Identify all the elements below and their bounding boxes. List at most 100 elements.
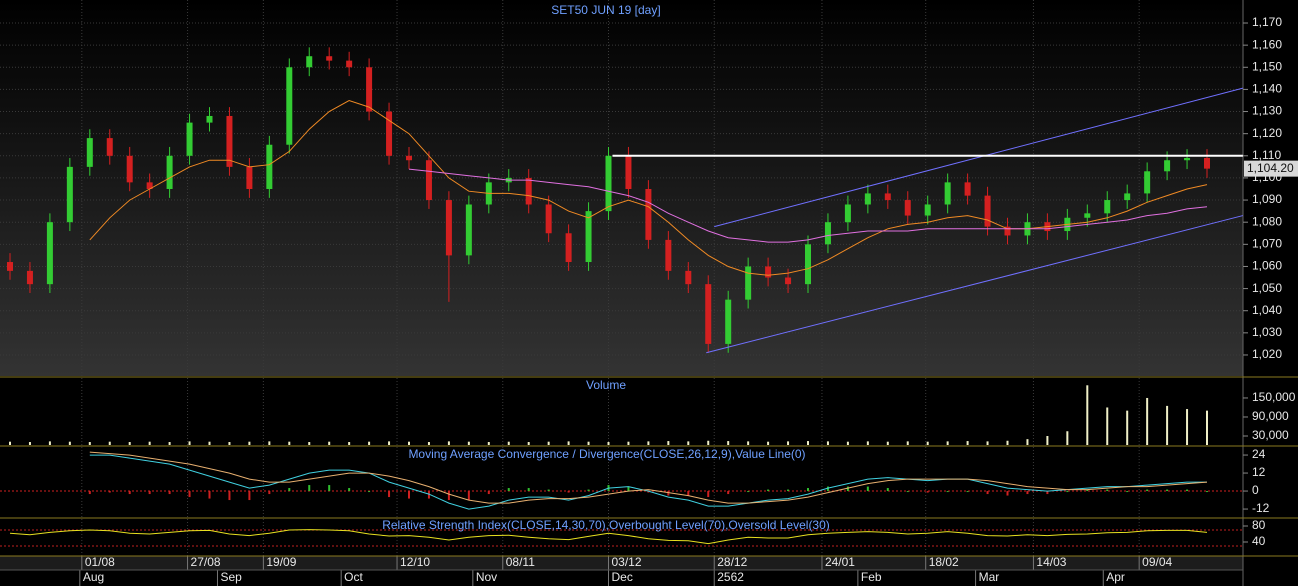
macd-histogram-bar [966, 491, 969, 493]
candle-body [406, 155, 412, 161]
macd-histogram-bar [268, 491, 271, 495]
x-month-label: Sep [220, 570, 242, 584]
x-tick-label: 19/09 [266, 555, 296, 569]
y-tick-label: 40 [1252, 534, 1266, 548]
macd-histogram-bar [1146, 489, 1149, 492]
y-tick-label: 1,170 [1252, 15, 1282, 29]
candle-body [884, 193, 891, 201]
candle-body [625, 155, 632, 189]
macd-histogram-bar [487, 491, 490, 495]
volume-bar [547, 441, 550, 445]
y-tick-label: 0 [1252, 483, 1259, 497]
volume-bar [228, 442, 231, 445]
candle-body [66, 166, 73, 223]
candle-body [465, 204, 472, 256]
macd-histogram-bar [208, 491, 211, 499]
volume-bar [48, 441, 51, 445]
candle-body [785, 277, 792, 285]
candle-body [86, 138, 93, 167]
macd-histogram-bar [128, 491, 131, 495]
price-panel-bg [0, 0, 1243, 376]
x-month-label: Mar [979, 570, 1000, 584]
volume-bar [707, 440, 710, 445]
marks: 1,104.20 [0, 47, 1298, 547]
macd-histogram-bar [427, 491, 430, 499]
macd-histogram-bar [846, 486, 849, 492]
candle-body [665, 239, 672, 271]
macd-histogram-bar [447, 491, 450, 501]
y-tick-label: 1,090 [1252, 192, 1282, 206]
volume-bar [966, 441, 969, 445]
macd-histogram-bar [826, 486, 829, 492]
trendline [706, 215, 1244, 354]
candle-body [745, 266, 752, 300]
macd-histogram-bar [886, 488, 889, 492]
volume-bar [946, 441, 949, 445]
macd-histogram-bar [1166, 489, 1169, 492]
volume-bar [627, 441, 630, 445]
y-tick-label: 90,000 [1252, 409, 1289, 423]
x-tick-label: 09/04 [1142, 555, 1172, 569]
volume-bar [826, 441, 829, 445]
macd-histogram-bar [807, 488, 809, 492]
trendline [714, 87, 1244, 228]
macd-histogram-bar [228, 491, 231, 501]
x-tick-label: 12/10 [400, 555, 430, 569]
macd-histogram-bar [547, 489, 550, 492]
volume-bar [1026, 439, 1029, 445]
macd-histogram-bar [308, 485, 311, 492]
y-tick-label: 1,040 [1252, 303, 1282, 317]
candle-body [725, 299, 732, 344]
volume-bar [846, 441, 849, 445]
candle-body [46, 222, 53, 285]
volume-bar [328, 441, 331, 445]
candle-body [645, 188, 652, 240]
candle-body [605, 155, 612, 212]
volume-bar [128, 442, 131, 445]
macd-histogram-bar [467, 491, 470, 501]
candle-body [366, 67, 373, 112]
y-tick-label: 1,120 [1252, 126, 1282, 140]
volume-bar [1046, 435, 1049, 445]
x-month-label: Dec [612, 570, 633, 584]
x-tick-label: 27/08 [191, 555, 221, 569]
candle-body [864, 193, 871, 205]
candle-body [386, 111, 393, 156]
macd-histogram-bar [986, 491, 989, 495]
volume-bar [148, 441, 151, 445]
volume-bar [607, 442, 610, 445]
macd-histogram-bar [168, 491, 171, 495]
candle-body [924, 204, 931, 216]
volume-bar [906, 441, 909, 445]
macd-histogram-bar [188, 491, 191, 498]
volume-bar [587, 441, 590, 445]
macd-histogram-bar [1066, 491, 1069, 493]
volume-bar [767, 441, 770, 445]
macd-histogram-bar [787, 489, 790, 492]
candle-body [306, 56, 313, 68]
candle-body [1004, 226, 1011, 236]
macd-histogram-bar [328, 485, 331, 492]
y-tick-label: 12 [1252, 465, 1266, 479]
volume-bar [1006, 440, 1009, 445]
volume-bar [388, 441, 391, 445]
candle-body [166, 155, 173, 189]
x-month-label: Oct [344, 570, 363, 584]
volume-bar [308, 442, 311, 445]
y-tick-label: 1,050 [1252, 281, 1282, 295]
chart-title: SET50 JUN 19 [day] [551, 3, 660, 17]
macd-histogram-bar [687, 491, 690, 496]
volume-bar [168, 442, 171, 445]
candle-body [1144, 171, 1151, 194]
x-month-label: Aug [83, 570, 104, 584]
candle-body [346, 60, 353, 68]
volume-bar [807, 441, 809, 445]
volume-bar [886, 441, 889, 445]
x-month-label: 2562 [717, 570, 744, 584]
candle-body [964, 182, 971, 196]
volume-bar [687, 441, 690, 445]
indicator-line [89, 451, 1208, 504]
volume-bar [427, 442, 430, 445]
y-tick-label: 30,000 [1252, 428, 1289, 442]
